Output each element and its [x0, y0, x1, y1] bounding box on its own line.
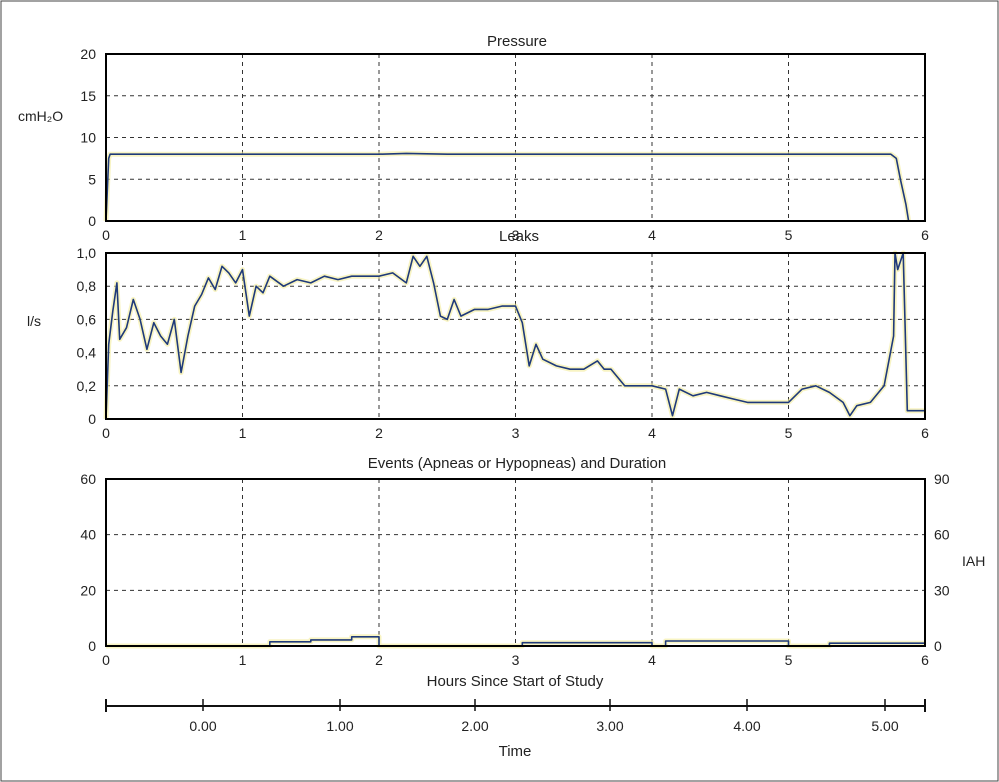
leaks-y-ticks: 0 0,2 0,4 0,6 0,8 1,0 [77, 245, 97, 427]
leaks-plot-area [105, 252, 926, 420]
events-plot-area [105, 478, 926, 647]
events-y-tick-label: 0 [88, 638, 96, 654]
pressure-y-tick-label: 20 [80, 46, 96, 62]
leaks-x-tick-label: 1 [239, 425, 247, 441]
events-y-ticks: 0 20 40 60 [80, 471, 96, 654]
events-x-tick-label: 4 [648, 652, 656, 668]
pressure-series [103, 150, 912, 222]
events-y-ticks-right: 0 30 60 90 [934, 471, 950, 654]
events-panel: Events (Apneas or Hypopneas) and Duratio… [80, 455, 985, 668]
pressure-y-tick-label: 5 [88, 171, 96, 187]
pressure-x-tick-label: 6 [921, 227, 929, 243]
time-axis-tick-label: 5.00 [871, 718, 898, 734]
leaks-x-tick-label: 0 [102, 425, 110, 441]
events-x-tick-label: 0 [102, 652, 110, 668]
events-right-y-tick-label: 60 [934, 527, 950, 543]
leaks-x-tick-label: 2 [375, 425, 383, 441]
pressure-y-tick-label: 10 [80, 130, 96, 146]
pressure-series-line [105, 152, 910, 222]
leaks-y-tick-label: 0 [88, 411, 96, 427]
leaks-title: Leaks [499, 228, 539, 245]
pressure-y-tick-label: 15 [80, 88, 96, 104]
pressure-x-tick-label: 4 [648, 227, 656, 243]
leaks-series [103, 250, 925, 420]
pressure-grid [106, 54, 925, 221]
events-x-ticks: 0 1 2 3 4 5 6 [102, 652, 929, 668]
pressure-y-ticks: 0 5 10 15 20 [80, 46, 96, 229]
leaks-panel: Leaks l/s 0 0,2 0,4 0,6 0,8 1,0 0 1 2 3 4 5 6 [27, 228, 929, 441]
events-right-y-tick-label: 30 [934, 582, 950, 598]
pressure-plot-area [105, 53, 926, 222]
leaks-ylabel: l/s [27, 313, 41, 329]
events-right-y-tick-label: 0 [934, 638, 942, 654]
leaks-x-tick-label: 5 [785, 425, 793, 441]
leaks-series-line [105, 252, 925, 420]
pressure-x-tick-label: 0 [102, 227, 110, 243]
events-right-y-tick-label: 90 [934, 471, 950, 487]
leaks-x-tick-label: 4 [648, 425, 656, 441]
pressure-x-ticks: 0 1 2 3 4 5 6 [102, 227, 929, 243]
leaks-y-tick-label: 0,8 [77, 278, 97, 294]
time-axis: Hours Since Start of Study 0.00 1.00 2.00 3… [105, 673, 926, 760]
events-y-tick-label: 60 [80, 471, 96, 487]
time-axis-tick-label: 2.00 [461, 718, 488, 734]
hours-since-start-label: Hours Since Start of Study [427, 673, 604, 690]
pressure-x-tick-label: 5 [785, 227, 793, 243]
time-axis-ticks: 0.00 1.00 2.00 3.00 4.00 5.00 [189, 699, 899, 734]
events-x-tick-label: 6 [921, 652, 929, 668]
leaks-y-tick-label: 0,6 [77, 311, 97, 327]
pressure-title: Pressure [487, 33, 547, 50]
events-title: Events (Apneas or Hypopneas) and Duratio… [368, 455, 667, 472]
time-axis-tick-label: 1.00 [326, 718, 353, 734]
events-x-tick-label: 3 [512, 652, 520, 668]
leaks-y-tick-label: 0,2 [77, 378, 97, 394]
events-y-tick-label: 40 [80, 527, 96, 543]
pressure-x-tick-label: 3 [512, 227, 520, 243]
time-axis-tick-label: 0.00 [189, 718, 216, 734]
events-x-tick-label: 2 [375, 652, 383, 668]
time-label: Time [499, 743, 532, 760]
pressure-ylabel: cmH₂O [18, 108, 63, 124]
events-ylabel-right: IAH [962, 553, 985, 569]
pressure-panel: Pressure cmH₂O 0 5 10 15 20 0 1 2 3 4 5 6 [18, 33, 929, 243]
time-axis-tick-label: 3.00 [596, 718, 623, 734]
pressure-x-tick-label: 2 [375, 227, 383, 243]
leaks-x-tick-label: 3 [512, 425, 520, 441]
events-x-tick-label: 5 [785, 652, 793, 668]
events-y-tick-label: 20 [80, 582, 96, 598]
leaks-x-tick-label: 6 [921, 425, 929, 441]
pressure-y-tick-label: 0 [88, 213, 96, 229]
leaks-y-tick-label: 1,0 [77, 245, 97, 261]
leaks-y-tick-label: 0,4 [77, 345, 97, 361]
events-x-tick-label: 1 [239, 652, 247, 668]
leaks-x-ticks: 0 1 2 3 4 5 6 [102, 425, 929, 441]
pressure-x-tick-label: 1 [239, 227, 247, 243]
events-grid [106, 479, 925, 646]
time-axis-tick-label: 4.00 [733, 718, 760, 734]
